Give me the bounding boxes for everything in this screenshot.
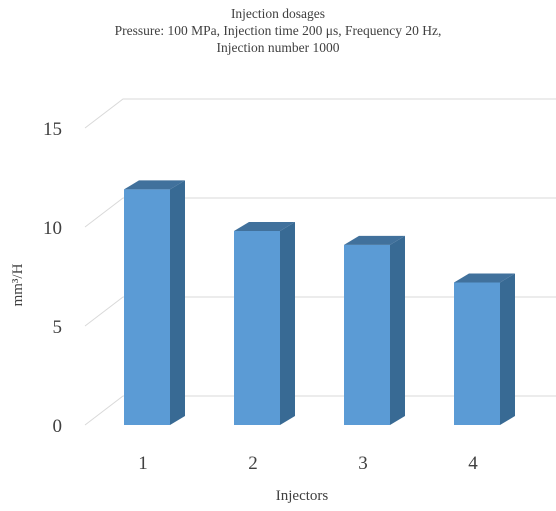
axis-labels: 0 5 10 15 1 2 3 4 — [43, 119, 478, 474]
bar-side — [390, 235, 405, 425]
bar-front — [454, 282, 500, 425]
bars — [124, 180, 515, 425]
y-tick-label: 5 — [53, 317, 63, 338]
gridline — [84, 197, 556, 228]
chart-subtitle-line-2: Injection number 1000 — [216, 40, 340, 55]
y-tick-label: 10 — [43, 218, 62, 239]
bar-side — [500, 273, 515, 425]
chart-subtitle-line-1: Pressure: 100 MPa, Injection time 200 μs… — [114, 23, 442, 38]
bar — [344, 235, 405, 425]
gridline — [84, 296, 556, 327]
y-tick-label: 0 — [53, 416, 63, 437]
gridlines — [84, 98, 556, 426]
bar-side — [280, 221, 295, 425]
bar-side — [170, 180, 185, 425]
x-tick-label: 1 — [138, 453, 148, 474]
bar — [454, 273, 515, 425]
bar-top — [234, 221, 295, 231]
y-axis-title: mm³/H — [10, 263, 26, 306]
chart-title: Injection dosages — [230, 6, 326, 21]
bar — [234, 221, 295, 425]
bar-front — [124, 189, 170, 425]
x-tick-label: 4 — [468, 453, 478, 474]
x-tick-label: 2 — [248, 453, 258, 474]
bar-front — [344, 244, 390, 425]
bar-top — [124, 180, 185, 190]
gridline — [84, 395, 556, 426]
bar-front — [234, 230, 280, 425]
gridline — [84, 98, 556, 129]
bar — [124, 180, 185, 425]
y-tick-label: 15 — [43, 119, 62, 140]
x-tick-label: 3 — [358, 453, 368, 474]
x-axis-title: Injectors — [276, 488, 329, 504]
bar-top — [454, 273, 515, 283]
chart-title-block: Injection dosages Pressure: 100 MPa, Inj… — [0, 5, 556, 56]
bar-top — [344, 235, 405, 245]
